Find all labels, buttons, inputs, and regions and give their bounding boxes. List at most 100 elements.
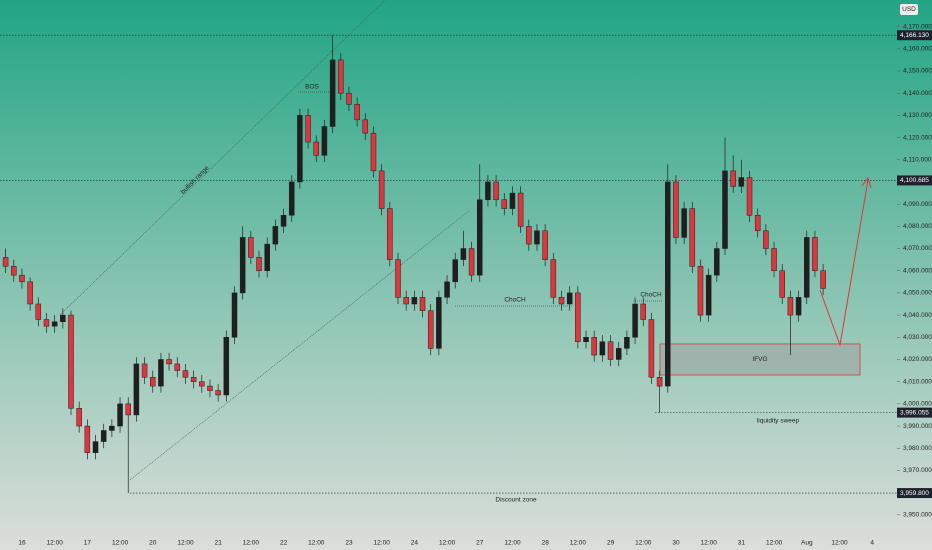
candle-body [403, 297, 409, 305]
candle-body [256, 257, 262, 271]
candle-body [370, 132, 377, 172]
candle-body [109, 425, 115, 431]
candle-body [730, 170, 736, 187]
candle-body [468, 248, 475, 276]
candle-body [231, 292, 238, 338]
trend-line [129, 209, 471, 481]
candle-body [812, 237, 818, 271]
candle-body [272, 226, 279, 245]
candle-body [444, 281, 450, 298]
candle-body [51, 321, 58, 327]
y-tick-label: 4,080.000 [903, 223, 932, 230]
x-tick-label: Aug [801, 540, 813, 547]
price-label-box [897, 30, 932, 41]
candle-body [182, 370, 189, 378]
annotation: Discount zone [495, 497, 537, 504]
annotation: BOS [305, 84, 319, 91]
candle-body [305, 115, 311, 143]
x-tick-label: 23 [345, 540, 353, 547]
price-label: 4,100.685 [900, 177, 929, 184]
candle-body [550, 259, 557, 298]
y-tick-label: 4,000.000 [903, 401, 932, 408]
candle-body [477, 199, 483, 276]
x-tick-label: 12:00 [570, 540, 587, 547]
candle-body [493, 181, 499, 200]
x-tick-label: 12:00 [47, 540, 64, 547]
y-tick-label: 4,120.000 [903, 134, 932, 141]
x-tick-label: 27 [476, 540, 484, 547]
candle-body [84, 425, 91, 453]
candle-body [673, 181, 679, 238]
candle-body [223, 337, 230, 396]
y-tick-label: 3,980.000 [903, 445, 932, 452]
x-tick-label: 12:00 [635, 540, 652, 547]
candle-body [542, 230, 548, 260]
candle-body [35, 303, 42, 320]
candle-body [338, 59, 344, 94]
candle-body [68, 314, 74, 409]
y-tick-label: 4,060.000 [903, 267, 932, 274]
candle-body [92, 441, 99, 453]
price-label: 3,959.800 [900, 490, 929, 497]
trend-line [59, 0, 386, 316]
y-tick-label: 4,150.000 [903, 68, 932, 75]
price-label-box [897, 175, 932, 186]
y-tick-label: 4,010.000 [903, 378, 932, 385]
x-tick-label: 12:00 [439, 540, 456, 547]
annotation: liquidity sweep [757, 418, 800, 425]
x-tick-label: 4 [870, 540, 874, 547]
candle-body [624, 337, 630, 349]
candle-body [632, 303, 638, 338]
price-label: 4,166.130 [900, 32, 929, 39]
candle-body [656, 376, 663, 387]
candle-body [714, 248, 720, 276]
candle-body [534, 230, 540, 245]
candle-body [615, 348, 622, 360]
y-tick-label: 3,950.000 [903, 512, 932, 519]
annotation: ChoCH [504, 297, 526, 304]
ifvg-zone [659, 343, 861, 376]
candle-body [280, 214, 287, 227]
candle-body [141, 363, 148, 378]
y-tick-label: 3,990.000 [903, 423, 932, 430]
x-tick-label: 12:00 [766, 540, 783, 547]
candle-body [346, 92, 352, 105]
candle-body [754, 214, 761, 232]
candle-body [2, 257, 9, 267]
candle-body [771, 248, 777, 271]
candle-body [681, 208, 687, 238]
candle-body [313, 141, 319, 156]
candle-body [174, 363, 181, 371]
y-tick-label: 4,030.000 [903, 334, 932, 341]
x-tick-label: 24 [411, 540, 419, 547]
candle-body [387, 208, 393, 260]
candle-body [746, 177, 753, 216]
candle-body [288, 181, 295, 216]
x-tick-label: 12:00 [308, 540, 325, 547]
x-tick-label: 31 [738, 540, 746, 547]
x-tick-label: 12:00 [504, 540, 521, 547]
x-tick-label: 12:00 [374, 540, 391, 547]
candle-body [362, 119, 369, 134]
candle-body [419, 297, 426, 311]
candle-body [804, 237, 810, 298]
currency-box [900, 4, 918, 15]
candle-body [509, 192, 516, 209]
candle-body [76, 408, 82, 427]
x-tick-label: 20 [149, 540, 157, 547]
candle-body [27, 281, 33, 305]
candle-body [19, 274, 25, 283]
candle-body [607, 341, 614, 360]
y-tick-label: 4,070.000 [903, 245, 932, 252]
candle-body [665, 181, 671, 387]
candle-body [722, 170, 728, 249]
candle-body [558, 297, 565, 305]
y-tick-label: 4,160.000 [903, 46, 932, 53]
candle-body [566, 292, 573, 305]
plot: 3,950.0003,960.0003,970.0003,980.0003,99… [0, 23, 932, 547]
candle-body [248, 237, 254, 258]
candle-body [395, 259, 401, 298]
x-tick-label: 12:00 [701, 540, 718, 547]
candle-body [11, 266, 17, 276]
